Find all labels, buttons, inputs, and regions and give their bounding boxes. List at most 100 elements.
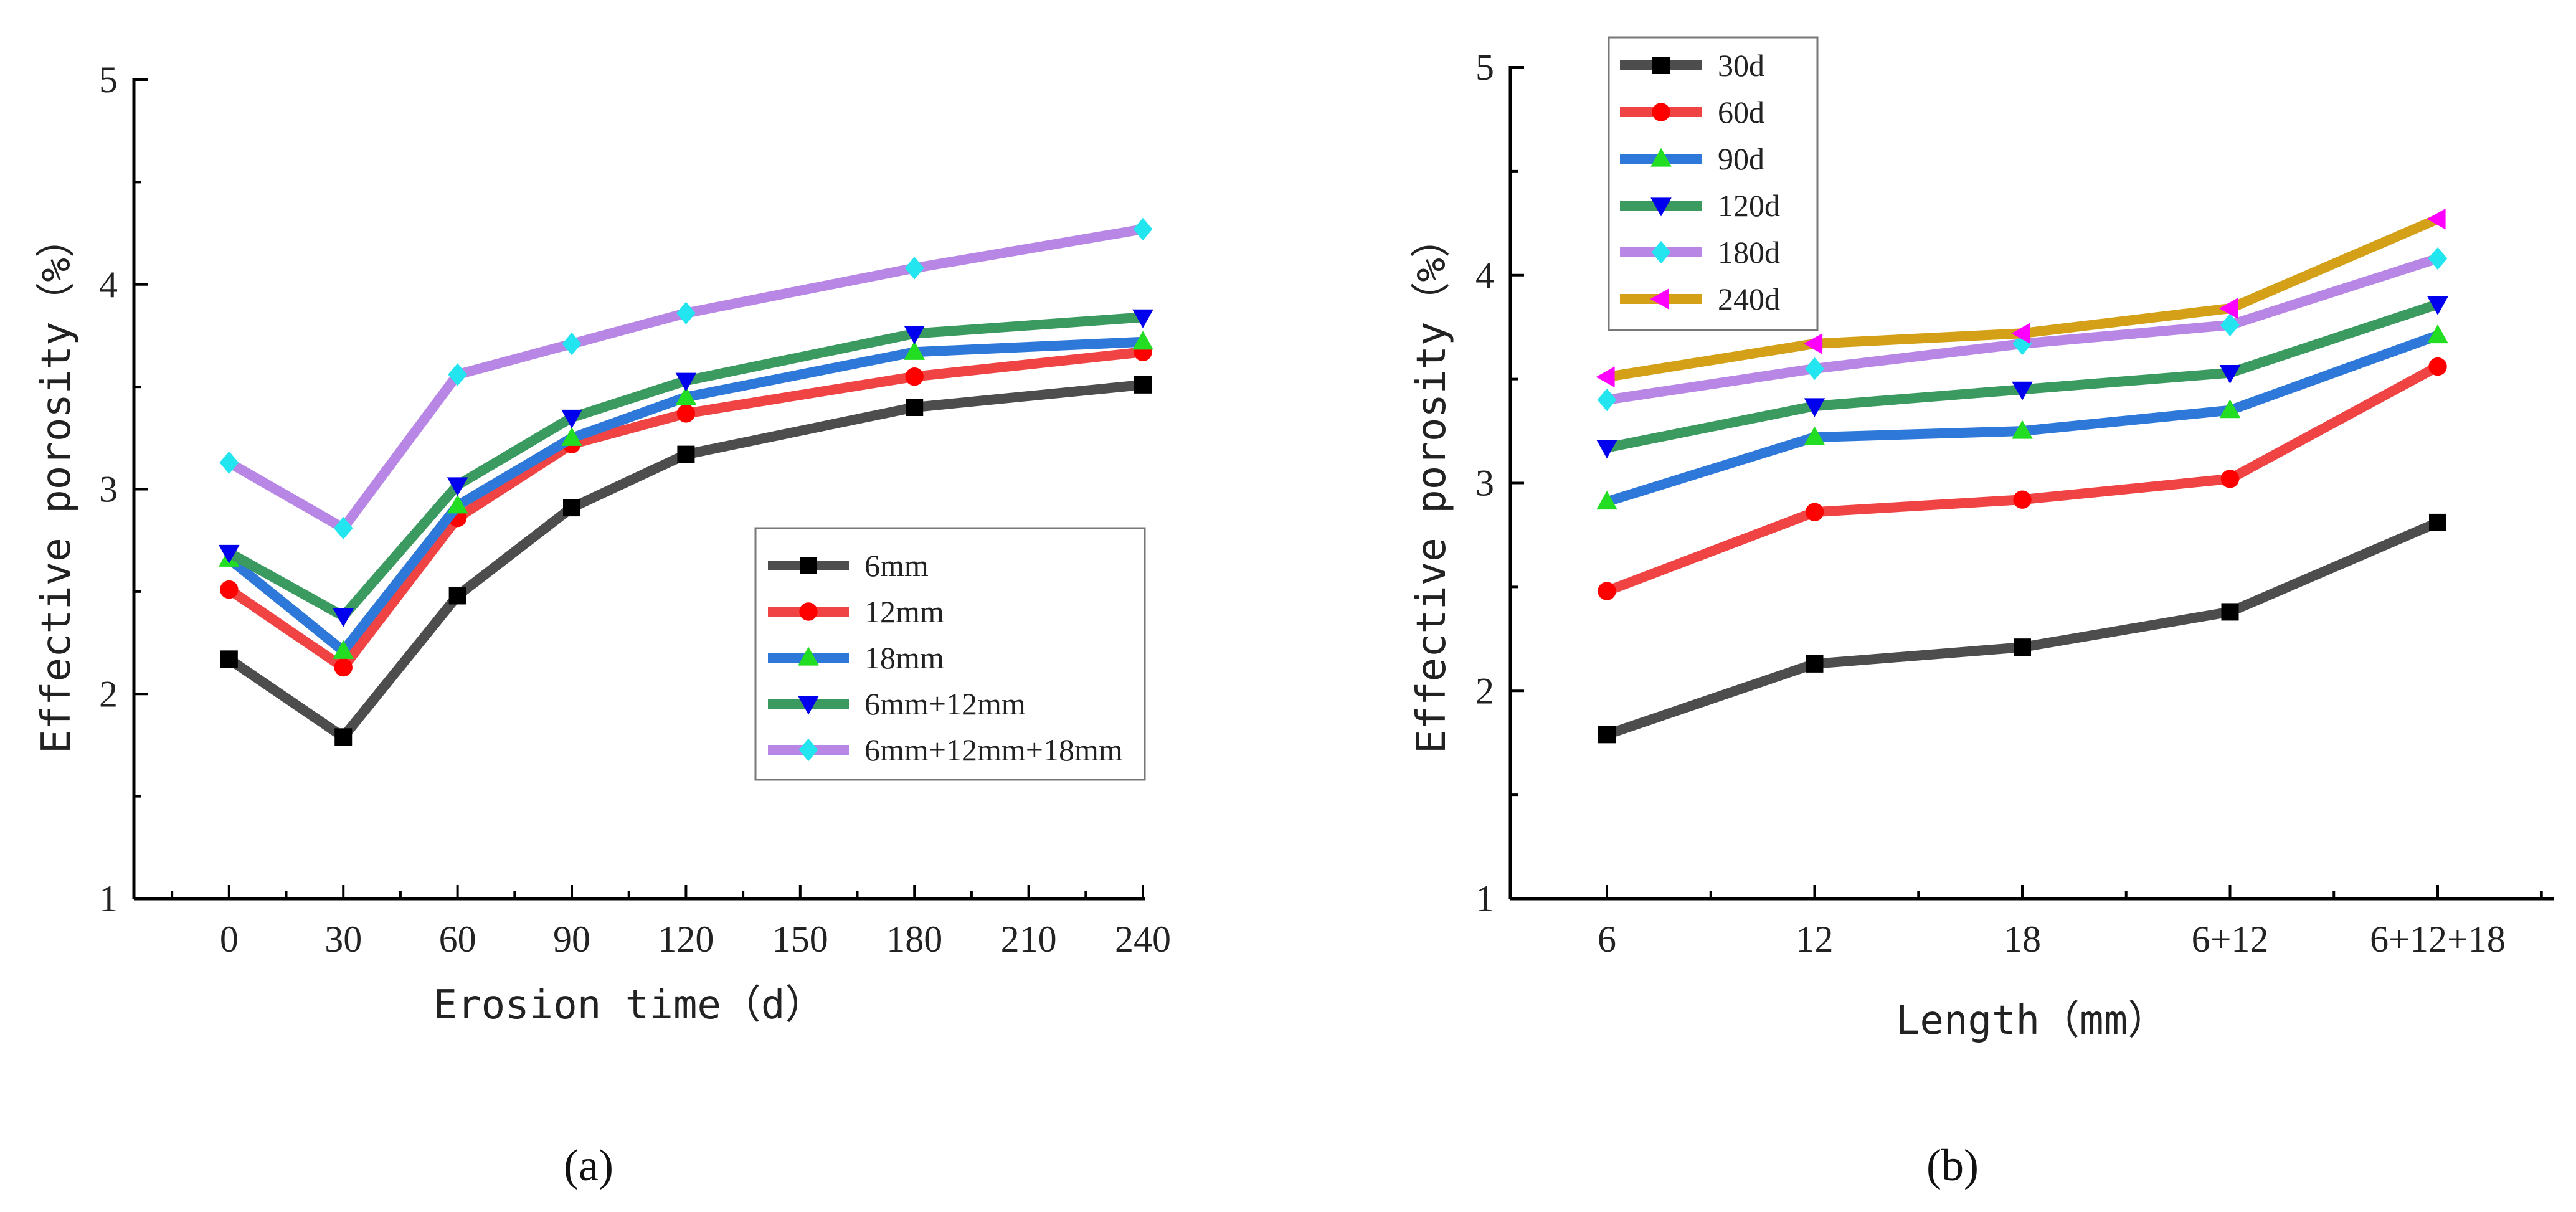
chart-b-data-point	[2012, 420, 2033, 439]
chart-b-data-point	[2220, 313, 2240, 337]
chart-a-data-point	[220, 650, 238, 668]
chart-b-legend-label: 120d	[1718, 188, 1780, 223]
chart-a-legend-label: 6mm+12mm+18mm	[864, 732, 1123, 767]
chart-a-x-tick-label: 30	[324, 919, 362, 960]
chart-b-data-point	[2427, 324, 2448, 344]
chart-b-legend-marker	[1650, 197, 1672, 217]
chart-b-y-tick-label: 5	[1475, 47, 1494, 88]
chart-a-x-tick-label: 180	[886, 919, 942, 960]
chart-a-x-tick-label: 150	[772, 919, 828, 960]
chart-a-legend-marker	[799, 602, 818, 621]
chart-a-legend: 6mm 12mm 18mm 6mm+12mm 6mm+12mm+18mm	[754, 527, 1146, 781]
chart-a-legend-label: 6mm+12mm	[864, 686, 1026, 721]
chart-b-data-point	[2221, 603, 2239, 621]
chart-b-legend-label: 60d	[1718, 95, 1764, 130]
chart-a-data-point	[447, 477, 468, 496]
chart-a-legend-label: 12mm	[864, 594, 944, 629]
chart-a-y-tick-label: 2	[99, 673, 118, 714]
chart-a-series	[219, 217, 1153, 746]
chart-a-data-point	[334, 728, 353, 746]
chart-a-data-point	[334, 658, 353, 677]
chart-b-data-point	[1806, 655, 1824, 673]
chart-b-data-point	[2011, 323, 2030, 344]
chart-b-legend-label: 30d	[1718, 48, 1764, 83]
chart-a-data-point	[1134, 376, 1152, 394]
chart-b-x-tick-label: 6+12	[2192, 919, 2269, 960]
chart-b-legend-marker	[1652, 57, 1670, 74]
chart-b-legend: 30d 60d 90d 120d 180d 240d	[1608, 36, 1819, 331]
chart-b-legend-label: 240d	[1718, 282, 1780, 316]
chart-a-x-tick-label: 240	[1115, 919, 1171, 960]
chart-a-data-point	[447, 495, 468, 514]
chart-a-data-point	[219, 544, 240, 564]
chart-b-y-tick-label: 3	[1475, 463, 1494, 504]
chart-b-series	[1596, 208, 2448, 744]
chart-a-data-point	[1133, 217, 1153, 241]
chart-b-x-tick-label: 18	[2004, 919, 2041, 960]
chart-a-data-point	[677, 445, 695, 463]
chart-a-y-tick-label: 1	[99, 878, 118, 919]
chart-a-data-point	[333, 640, 354, 659]
chart-a-y-tick-label: 3	[99, 469, 118, 510]
chart-a-x-tick-label: 60	[439, 919, 476, 960]
chart-a-data-point	[333, 516, 353, 540]
chart-a-data-point	[675, 372, 697, 392]
chart-a-data-point	[676, 404, 696, 423]
chart-a-legend-marker	[800, 557, 817, 574]
chart-a-y-axis-title: Effective porosity（%）	[34, 218, 80, 754]
chart-b-y-tick-label: 2	[1475, 670, 1494, 711]
chart-b-data-point	[1598, 726, 1616, 744]
chart-b-legend-marker	[1650, 148, 1672, 167]
chart-b-x-tick-label: 6+12+18	[2370, 919, 2506, 960]
chart-b-data-point	[2012, 381, 2033, 400]
chart-a-data-point	[1132, 309, 1153, 328]
chart-b-x-axis-title: Length（mm）	[1896, 998, 2167, 1044]
chart-a-data-point	[904, 326, 926, 345]
chart-b-data-point	[2427, 208, 2446, 230]
chart-b-data-point	[1804, 398, 1825, 417]
chart-b-legend-marker	[1650, 288, 1669, 310]
chart-a-data-point	[1132, 331, 1153, 350]
chart-b-x-tick-label: 6	[1598, 919, 1616, 960]
chart-b-data-point	[2428, 357, 2447, 376]
chart-b-legend-label: 90d	[1718, 141, 1764, 176]
chart-a-data-point	[563, 499, 581, 517]
chart-b-data-point	[2219, 298, 2238, 319]
chart-b-x-tick-label: 12	[1796, 919, 1834, 960]
chart-b-data-point	[1804, 333, 1823, 354]
chart-a-x-tick-label: 0	[220, 919, 239, 960]
chart-a-data-point	[333, 608, 354, 627]
chart-b-data-point	[2014, 638, 2031, 656]
chart-b-data-point	[2220, 470, 2240, 488]
chart-b-data-point	[1597, 388, 1617, 412]
chart-a-data-point	[448, 363, 468, 386]
chart-a-data-point	[676, 301, 696, 324]
chart-a-data-point	[219, 451, 239, 474]
chart-a-data-point	[904, 257, 924, 280]
chart-a-legend-label: 6mm	[864, 548, 929, 583]
chart-a-legend-label: 18mm	[864, 640, 944, 675]
chart-a-data-point	[448, 587, 466, 605]
chart-b-y-tick-label: 1	[1475, 878, 1494, 919]
chart-b-data-point	[2429, 513, 2446, 531]
chart-a-x-axis-title: Erosion time（d）	[433, 982, 825, 1028]
chart-b-data-point	[1805, 503, 1824, 521]
chart-b-data-point	[1598, 582, 1616, 600]
chart-b-data-point	[1804, 426, 1825, 445]
chart-b-legend-label: 180d	[1718, 235, 1780, 270]
chart-a-legend-marker	[798, 646, 819, 666]
chart-a-data-point	[675, 386, 697, 405]
chart-a-x-tick-label: 120	[658, 919, 714, 960]
chart-a-data-point	[562, 332, 582, 356]
chart-b-legend-marker	[1652, 103, 1670, 121]
chart-a-panel-label: (a)	[564, 1140, 613, 1190]
chart-b-y-tick-label: 4	[1475, 255, 1494, 296]
chart-a-data-point	[904, 341, 926, 360]
chart-b-data-point	[2427, 296, 2448, 315]
chart-b-data-point	[2013, 490, 2032, 509]
chart-b-legend-marker	[1651, 240, 1671, 264]
